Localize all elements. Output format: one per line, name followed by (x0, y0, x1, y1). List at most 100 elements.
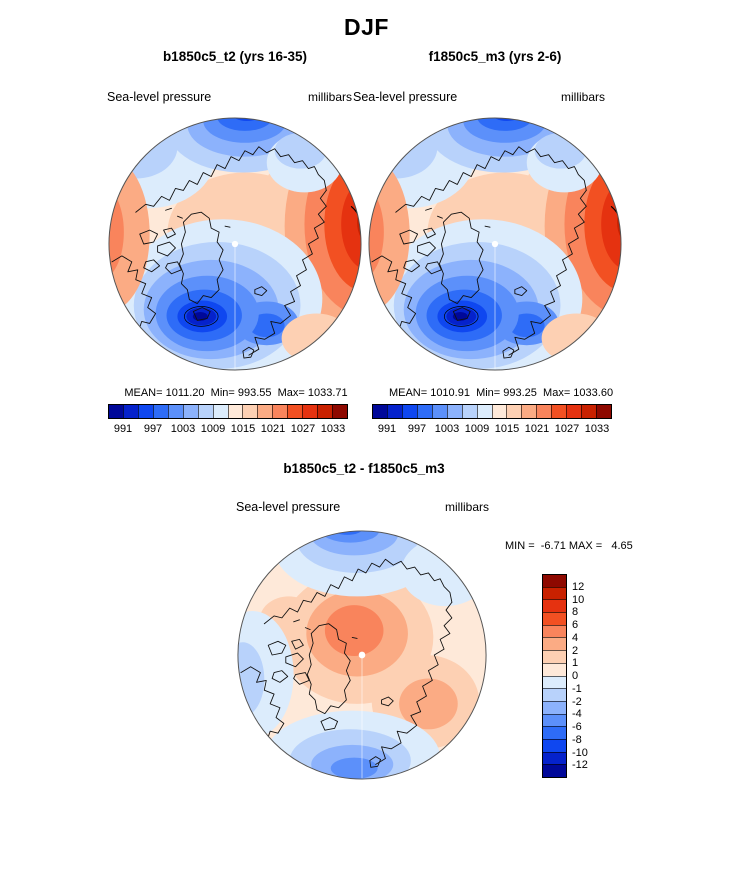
colorbar-segment (543, 764, 566, 777)
colorbar-tick-label: 1003 (434, 423, 460, 435)
colorbar-segment (431, 405, 447, 418)
colorbar-tick-label: 991 (113, 423, 133, 435)
colorbar-segment (543, 675, 566, 689)
colorbar-segment (242, 405, 258, 418)
colorbar-segment (543, 700, 566, 714)
colorbar-segment (543, 713, 566, 727)
colorbar-tick-label: 1003 (170, 423, 196, 435)
colorbar-tick-label: 1033 (320, 423, 346, 435)
panel-title-case1: b1850c5_t2 (yrs 16-35) (162, 49, 308, 64)
units-label-case1: millibars (307, 90, 352, 104)
colorbar-tick-label: 1021 (260, 423, 286, 435)
panel-subrow-case1: Sea-level pressure millibars (107, 90, 352, 104)
colorbar-segment (167, 405, 183, 418)
colorbar-segment (109, 405, 123, 418)
panel-title-case2: f1850c5_m3 (yrs 2-6) (428, 49, 562, 64)
colorbar-segment (536, 405, 552, 418)
colorbar-segment (543, 688, 566, 701)
colorbar-tick-label: 8 (572, 606, 579, 619)
colorbar-tick-label: 1 (572, 657, 579, 670)
colorbar-tick-label: 1033 (584, 423, 610, 435)
colorbar-segment (272, 405, 288, 418)
pressure-map-case1 (106, 115, 364, 373)
colorbar-segment (543, 751, 566, 765)
pressure-map-case2 (366, 115, 624, 373)
colorbar-tick-label: 1027 (290, 423, 316, 435)
colorbar-tick-label: -4 (572, 708, 582, 721)
colorbar-segment (543, 637, 566, 651)
colorbar-segment (386, 405, 402, 418)
colorbar-segment (543, 726, 566, 739)
colorbar-case1 (108, 404, 348, 419)
colorbar-tick-label: 997 (143, 423, 163, 435)
colorbar-tick-label: 10 (572, 593, 585, 606)
pressure-map-diff (235, 528, 489, 782)
colorbar-segment (373, 405, 387, 418)
colorbar-segment (491, 405, 507, 418)
colorbar-segment (317, 405, 333, 418)
colorbar-ticks-diff: 12 10 8 6 4 2 1 0 -1 -2 -4 -6 -8 -10 -12 (572, 574, 602, 778)
colorbar-segment (446, 405, 462, 418)
colorbar-tick-label: 6 (572, 619, 579, 631)
colorbar-tick-label: 991 (377, 423, 397, 435)
figure-title: DJF (344, 14, 389, 40)
colorbar-segment (551, 405, 567, 418)
colorbar-segment (287, 405, 303, 418)
colorbar-segment (543, 662, 566, 676)
colorbar-segment (543, 575, 566, 587)
colorbar-segment (543, 612, 566, 625)
colorbar-segment (543, 738, 566, 752)
colorbar-segment (227, 405, 243, 418)
colorbar-tick-label: 1009 (464, 423, 490, 435)
colorbar-diff (542, 574, 567, 778)
field-label-case1: Sea-level pressure (107, 90, 212, 104)
colorbar-segment (401, 405, 417, 418)
colorbar-tick-label: -1 (572, 682, 582, 695)
colorbar-tick-label: -10 (572, 746, 588, 759)
panel-subrow-case2: Sea-level pressure millibars (353, 90, 605, 104)
colorbar-segment (581, 405, 597, 418)
colorbar-tick-label: 997 (407, 423, 427, 435)
colorbar-segment (182, 405, 198, 418)
colorbar-segment (257, 405, 273, 418)
colorbar-tick-label: 2 (572, 644, 579, 657)
field-label-diff: Sea-level pressure (236, 500, 341, 514)
field-label-case2: Sea-level pressure (353, 90, 458, 104)
colorbar-segment (197, 405, 213, 418)
colorbar-segment (506, 405, 522, 418)
colorbar-segment (543, 586, 566, 600)
colorbar-tick-label: -8 (572, 733, 582, 746)
colorbar-segment (461, 405, 477, 418)
panel-title-diff: b1850c5_t2 - f1850c5_m3 (283, 461, 445, 476)
colorbar-tick-label: 12 (572, 580, 585, 593)
minmax-line-diff: MIN = -6.71 MAX = 4.65 (505, 540, 633, 552)
colorbar-ticks-case2: 991 997 1003 1009 1015 1021 1027 1033 (372, 423, 612, 437)
colorbar-segment (566, 405, 582, 418)
colorbar-tick-label: 1021 (524, 423, 550, 435)
stats-line-case2: MEAN= 1010.91 Min= 993.25 Max= 1033.60 (388, 387, 614, 399)
colorbar-segment (543, 599, 566, 613)
colorbar-segment (302, 405, 318, 418)
colorbar-segment (543, 624, 566, 638)
colorbar-segment (521, 405, 537, 418)
colorbar-segment (122, 405, 138, 418)
colorbar-tick-label: 1009 (200, 423, 226, 435)
colorbar-tick-label: 1027 (554, 423, 580, 435)
units-label-case2: millibars (560, 90, 605, 104)
colorbar-tick-label: 4 (572, 631, 579, 644)
colorbar-segment (137, 405, 153, 418)
colorbar-segment (416, 405, 432, 418)
colorbar-segment (152, 405, 168, 418)
colorbar-segment (476, 405, 492, 418)
units-label-diff: millibars (444, 500, 489, 514)
colorbar-ticks-case1: 991 997 1003 1009 1015 1021 1027 1033 (108, 423, 348, 437)
colorbar-tick-label: -12 (572, 759, 588, 772)
colorbar-segment (543, 650, 566, 663)
colorbar-tick-label: 1015 (494, 423, 520, 435)
colorbar-segment (332, 405, 347, 418)
colorbar-tick-label: 1015 (230, 423, 256, 435)
panel-subrow-diff: Sea-level pressure millibars (236, 500, 489, 514)
colorbar-tick-label: -6 (572, 721, 582, 733)
colorbar-segment (212, 405, 228, 418)
